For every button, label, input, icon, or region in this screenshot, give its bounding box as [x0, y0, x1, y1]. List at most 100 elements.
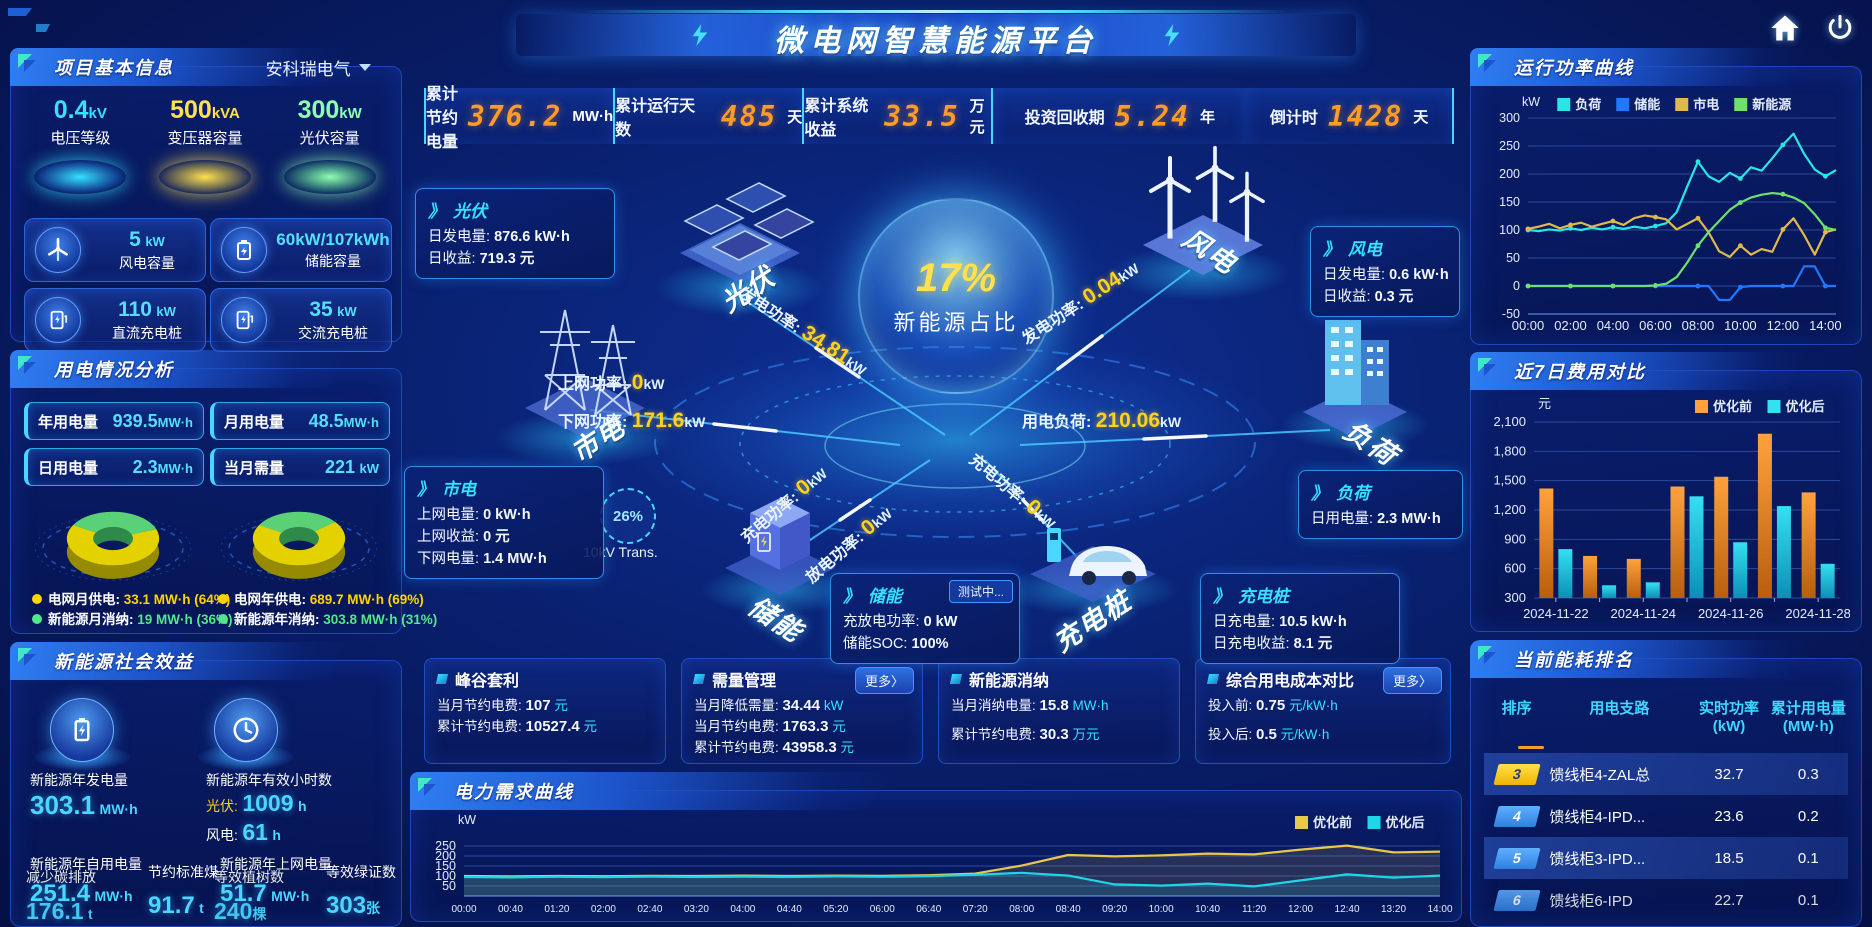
row-value: 2.3 MW·h	[1377, 511, 1441, 527]
card-label: 直流充电桩	[112, 324, 182, 341]
stat-unit: t	[199, 900, 204, 916]
stat-renewable-gen: 新能源年发电量 303.1 MW·h	[30, 770, 138, 821]
panel-corner-icon	[16, 52, 42, 83]
svg-text:2024-11-24: 2024-11-24	[1611, 606, 1677, 621]
card-title: 储能	[868, 587, 902, 606]
col-header: 累计用电量 (MW·h)	[1770, 700, 1846, 735]
company-name: 安科瑞电气	[265, 60, 351, 79]
ranking-indicator	[1518, 746, 1544, 749]
stat-value: 91.7	[148, 892, 195, 919]
row-label: 上网收益:	[417, 529, 480, 545]
panel-title: 近7日费用对比	[1514, 362, 1647, 382]
legend-label: 电网年供电:	[234, 592, 306, 607]
panel-header: 项目基本信息	[10, 48, 348, 86]
svg-text:04:00: 04:00	[730, 904, 755, 915]
svg-text:0: 0	[1513, 279, 1520, 293]
stat-feed-in: 新能源年上网电量 等效植树数 51.7 MW·h 240棵	[214, 854, 340, 924]
podium-unit: kW	[339, 105, 362, 122]
renewable-share-sphere: 17% 新能源占比	[858, 198, 1054, 394]
branch-name: 馈线柜3-IPD...	[1549, 850, 1646, 868]
wind-hours-unit: h	[272, 827, 281, 843]
energy-battery-icon	[50, 698, 114, 762]
charger-info-card: 》充电桩 日充电量: 10.5 kW·h 日充电收益: 8.1 元	[1200, 573, 1400, 664]
svg-text:2024-11-22: 2024-11-22	[1523, 606, 1589, 621]
building-icon	[1303, 320, 1407, 438]
more-button[interactable]: 更多〉	[1382, 667, 1442, 694]
card-corner-icon	[949, 674, 963, 684]
svg-text:10:40: 10:40	[1195, 904, 1220, 915]
row-value: 0 kW	[923, 614, 958, 630]
storage-container-icon	[725, 498, 835, 595]
podium-pv-capacity: 300kW 光伏容量	[267, 96, 392, 194]
stat-self-use: 新能源年自用电量 减少碳排放 251.4 MW·h 176.1 t	[26, 854, 200, 924]
svg-text:00:00: 00:00	[451, 904, 476, 915]
row-label: 储能SOC:	[843, 636, 908, 652]
realtime-power: 32.7	[1714, 765, 1744, 783]
arrow-icon: 》	[843, 587, 860, 606]
row-value: 15.8	[1039, 697, 1069, 714]
panel-header: 运行功率曲线	[1470, 48, 1808, 86]
stat-unit: MW·h	[343, 414, 379, 430]
power-icon[interactable]	[1826, 14, 1854, 47]
podium-label: 变压器容量	[167, 130, 243, 147]
card-corner-icon	[692, 674, 706, 684]
transformer-percent: 26%	[612, 507, 644, 525]
svg-text:100: 100	[435, 869, 456, 883]
svg-text:900: 900	[1504, 531, 1526, 546]
podium-transformer: 500kVA 变压器容量	[143, 96, 268, 194]
panel-title: 项目基本信息	[54, 58, 174, 78]
row-value: 1.4 MW·h	[483, 551, 547, 567]
svg-text:50: 50	[442, 879, 456, 893]
panel-title: 当前能耗排名	[1514, 650, 1634, 670]
svg-text:05:20: 05:20	[823, 904, 848, 915]
stat-effective-hours: 新能源年有效小时数 光伏: 1009 h 风电: 61 h	[206, 770, 332, 846]
card-storage-capacity: 60kW/107kWh 储能容量	[210, 218, 392, 282]
svg-text:14:00: 14:00	[1809, 318, 1842, 333]
card-title: 光伏	[453, 202, 487, 221]
stat-label: 节约标准煤	[148, 864, 218, 880]
table-row[interactable]: 6 馈线柜6-IPD 22.7 0.1	[1484, 879, 1848, 921]
row-unit: kW	[823, 698, 844, 713]
table-row[interactable]: 3 馈线柜4-ZAL总 32.7 0.3	[1484, 753, 1848, 795]
kpi-label: 倒计时	[1269, 110, 1318, 127]
solar-panels-icon	[680, 182, 815, 283]
panel-title: 电力需求曲线	[454, 782, 574, 802]
load-info-card: 》负荷 日用电量: 2.3 MW·h	[1298, 470, 1463, 539]
svg-text:09:20: 09:20	[1102, 904, 1127, 915]
legend-value: 33.1 MW·h (64%)	[123, 592, 231, 607]
row-label: 累计节约电费:	[951, 727, 1036, 742]
legend-dot	[218, 594, 228, 604]
stat-unit: 张	[366, 900, 381, 916]
panel-header: 新能源社会效益	[10, 642, 348, 680]
row-value: 43958.3	[782, 739, 837, 756]
card-wind-capacity: 5 kW 风电容量	[24, 218, 206, 282]
company-select[interactable]: 安科瑞电气	[266, 55, 371, 80]
legend-label: 新能源月消纳:	[48, 612, 134, 627]
panel-header: 当前能耗排名	[1470, 640, 1808, 678]
home-icon[interactable]	[1770, 14, 1800, 47]
table-row[interactable]: 4 馈线柜4-IPD... 23.6 0.2	[1484, 795, 1848, 837]
more-button[interactable]: 更多〉	[854, 667, 914, 694]
svg-text:10:00: 10:00	[1149, 904, 1174, 915]
pv-hours-unit: h	[297, 798, 307, 814]
flow-value: 0	[631, 371, 644, 394]
svg-text:元: 元	[1538, 396, 1551, 411]
table-row[interactable]: 5 馈线柜3-IPD... 18.5 0.1	[1484, 837, 1848, 879]
panel-project-info: 项目基本信息 安科瑞电气 0.4kV 电压等级 500kVA 变压器容量 300…	[10, 48, 402, 352]
flow-unit: kW	[643, 376, 665, 392]
arrow-icon: 》	[1323, 240, 1340, 259]
card-title: 市电	[442, 480, 476, 499]
renewable-share-label: 新能源占比	[893, 309, 1019, 335]
svg-text:00:40: 00:40	[498, 904, 523, 915]
panel-social-benefit: 新能源社会效益 新能源年发电量 303.1 MW·h 新能源年有效小时数 光伏:…	[10, 642, 402, 927]
row-label: 投入前:	[1208, 698, 1253, 713]
stat-value: 939.5	[112, 410, 158, 431]
stat-label: 新能源年有效小时数	[206, 772, 332, 788]
svg-text:06:40: 06:40	[916, 904, 941, 915]
kpi-label: 累计节约电量	[426, 86, 459, 151]
stat-value: 303	[326, 892, 367, 919]
stat-value: 51.7	[220, 880, 267, 907]
row-value: 0.6 kW·h	[1389, 267, 1449, 283]
panel-corner-icon	[1476, 356, 1502, 387]
svg-text:-50: -50	[1502, 307, 1520, 321]
